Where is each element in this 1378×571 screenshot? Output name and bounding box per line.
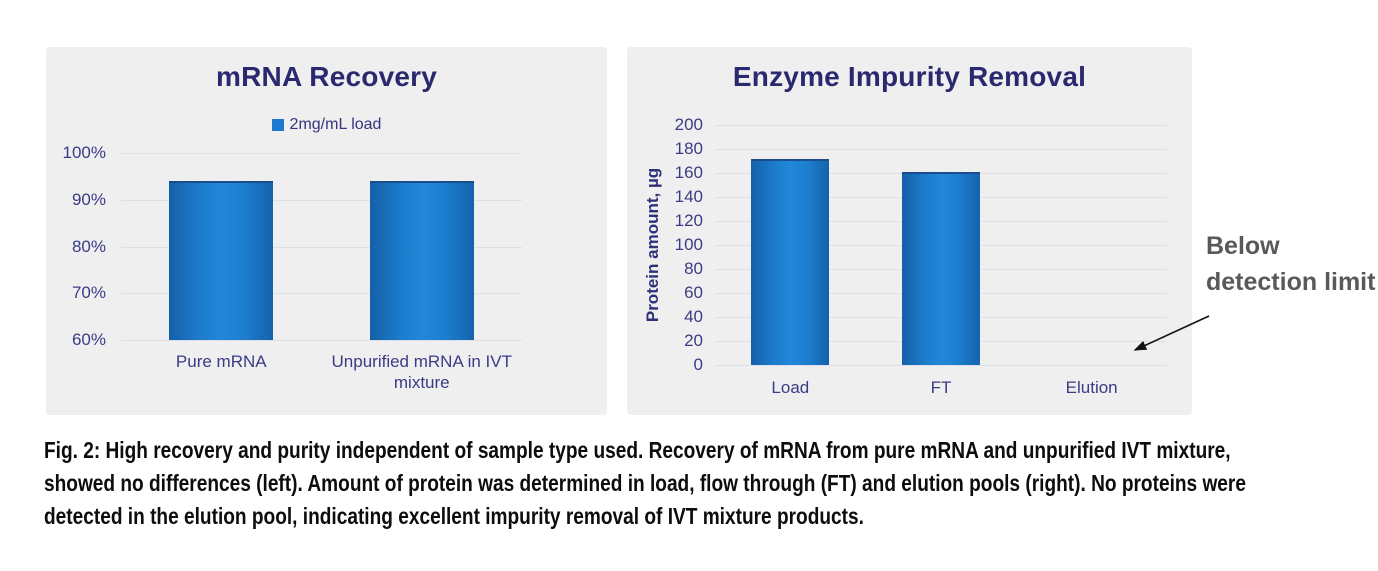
x-category-label-ft: FT (930, 378, 952, 397)
y-tick-label: 0 (693, 355, 703, 374)
y-tick-label: 60% (71, 330, 106, 349)
y-tick-label: 180 (674, 139, 703, 158)
x-category-label-load: Load (771, 378, 810, 397)
bar-load (751, 158, 830, 365)
caption-line-1: Fig. 2: High recovery and purity indepen… (44, 437, 1231, 463)
annotation-arrow-icon (1133, 315, 1210, 351)
y-tick-label: 20 (684, 331, 703, 350)
below-detection-annotation: Below detection limit (1206, 232, 1376, 296)
gridline (715, 365, 1167, 366)
gridline (121, 199, 522, 201)
bar-unpurified-mrna-in-ivt-mixture (369, 181, 474, 340)
enzyme-impurity-chart: Enzyme Impurity Removal Protein amount, … (627, 47, 1192, 415)
gridline (121, 293, 522, 295)
legend-label: 2mg/mL load (289, 116, 382, 133)
y-tick-label: 100 (674, 235, 703, 254)
caption-line-3: detected in the elution pool, indicating… (44, 503, 864, 529)
bar-pure-mrna (169, 181, 274, 340)
y-tick-label: 60 (684, 283, 703, 302)
figure-caption: Fig. 2: High recovery and purity indepen… (44, 434, 1378, 533)
gridline (121, 340, 522, 341)
gridline (715, 149, 1167, 150)
y-tick-label: 40 (684, 307, 703, 326)
y-tick-label: 70% (71, 283, 106, 303)
y-tick-label: 80 (684, 259, 703, 278)
y-tick-label: 200 (674, 115, 703, 134)
y-tick-label: 80% (71, 236, 106, 256)
gridline (715, 125, 1167, 126)
x-category-label-pure-mrna: Pure mRNA (175, 352, 267, 371)
x-category-label-unpurified-mrna-in-ivt-mixture: Unpurified mRNA in IVT mixture (331, 352, 512, 392)
bar-ft (902, 171, 980, 365)
chart-title: Enzyme Impurity Removal (732, 61, 1087, 92)
chart-title: mRNA Recovery (216, 61, 437, 92)
plot-area: 200 180 160 140 120 100 80 60 40 20 0 Load FT Elution (627, 47, 1192, 415)
y-tick-label: 100% (62, 143, 106, 162)
caption-line-2: showed no differences (left). Amount of … (44, 470, 1246, 496)
gridline (121, 246, 522, 248)
gridline (121, 153, 522, 154)
y-tick-label: 120 (674, 211, 703, 230)
mrna-recovery-chart: mRNA Recovery 2mg/mL load 100% 90% 80% 70% 6… (46, 47, 607, 415)
y-tick-label: 160 (674, 163, 703, 182)
y-tick-label: 90% (71, 189, 106, 209)
x-category-label-elution: Elution (1065, 378, 1118, 397)
legend: 2mg/mL load (46, 116, 607, 134)
legend-marker-square (271, 119, 284, 131)
y-tick-label: 140 (674, 187, 703, 206)
plot-area: 100% 90% 80% 70% 60% Pure mRNA Unpurified mRNA… (46, 47, 607, 415)
